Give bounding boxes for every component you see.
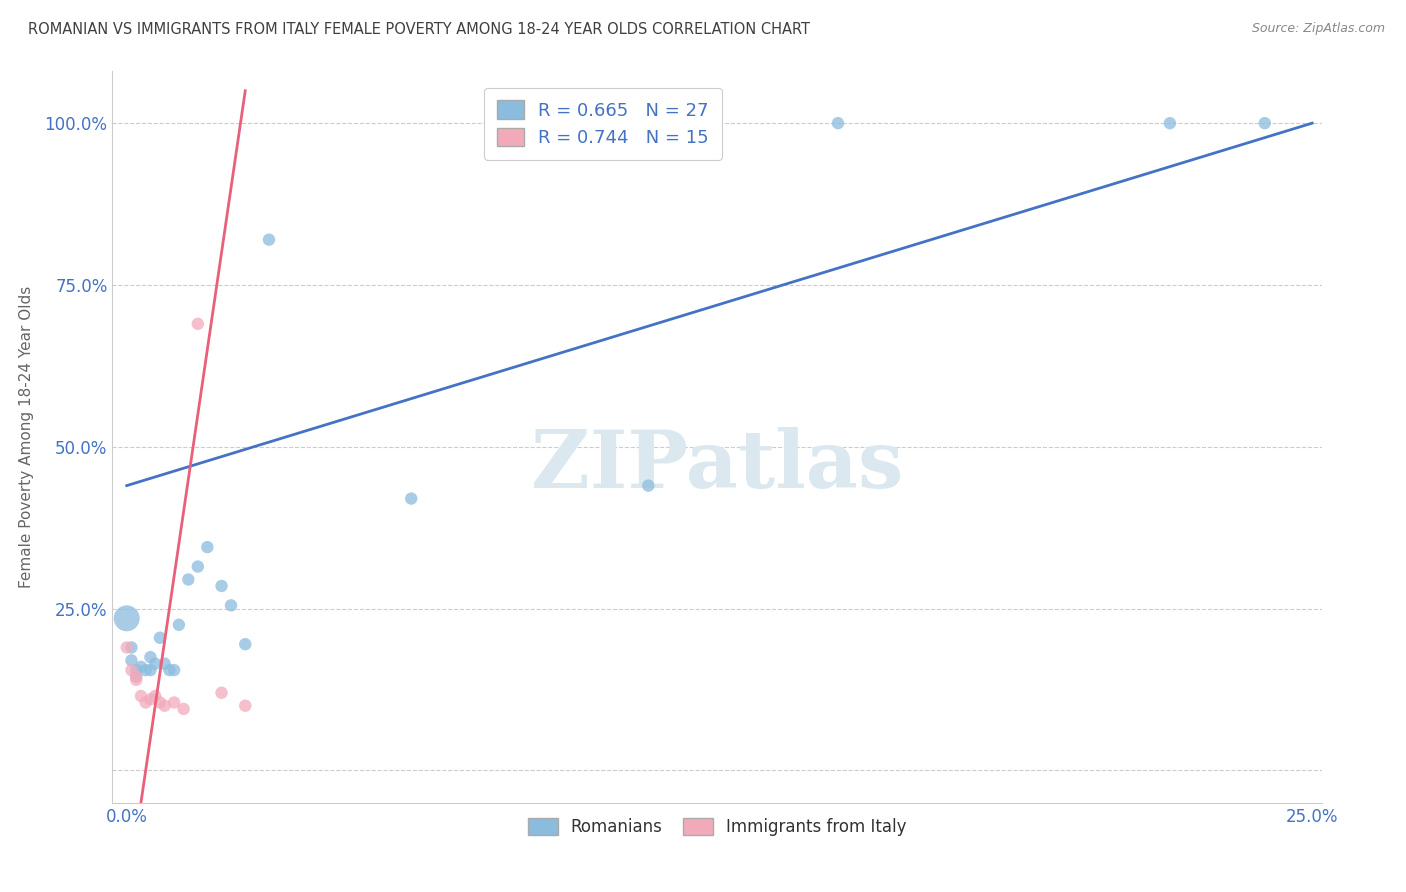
Point — [637, 478, 659, 492]
Point — [173, 702, 195, 716]
Point — [115, 640, 138, 655]
Point — [129, 660, 152, 674]
Point — [120, 653, 142, 667]
Text: ZIPatlas: ZIPatlas — [531, 427, 903, 506]
Point — [157, 663, 180, 677]
Point — [129, 689, 152, 703]
Point — [163, 696, 186, 710]
Point — [135, 663, 157, 677]
Point — [153, 657, 176, 671]
Point — [163, 663, 186, 677]
Point — [233, 698, 256, 713]
Point — [143, 689, 166, 703]
Point — [195, 540, 218, 554]
Y-axis label: Female Poverty Among 18-24 Year Olds: Female Poverty Among 18-24 Year Olds — [18, 286, 34, 588]
Text: ROMANIAN VS IMMIGRANTS FROM ITALY FEMALE POVERTY AMONG 18-24 YEAR OLDS CORRELATI: ROMANIAN VS IMMIGRANTS FROM ITALY FEMALE… — [28, 22, 810, 37]
Point — [139, 650, 162, 665]
Point — [187, 317, 209, 331]
Point — [233, 637, 256, 651]
Point — [125, 669, 148, 683]
Point — [149, 696, 172, 710]
Point — [399, 491, 422, 506]
Text: Source: ZipAtlas.com: Source: ZipAtlas.com — [1251, 22, 1385, 36]
Point — [153, 698, 176, 713]
Point — [135, 696, 157, 710]
Point — [211, 686, 233, 700]
Point — [120, 640, 142, 655]
Point — [187, 559, 209, 574]
Point — [257, 233, 280, 247]
Point — [211, 579, 233, 593]
Point — [177, 573, 200, 587]
Point — [1254, 116, 1277, 130]
Point — [120, 663, 142, 677]
Point — [125, 673, 148, 687]
Point — [219, 599, 242, 613]
Point — [143, 657, 166, 671]
Point — [139, 692, 162, 706]
Legend: Romanians, Immigrants from Italy: Romanians, Immigrants from Italy — [517, 807, 917, 846]
Point — [125, 663, 148, 677]
Point — [827, 116, 849, 130]
Point — [139, 663, 162, 677]
Point — [115, 611, 138, 625]
Point — [125, 669, 148, 683]
Point — [1159, 116, 1181, 130]
Point — [149, 631, 172, 645]
Point — [167, 617, 190, 632]
